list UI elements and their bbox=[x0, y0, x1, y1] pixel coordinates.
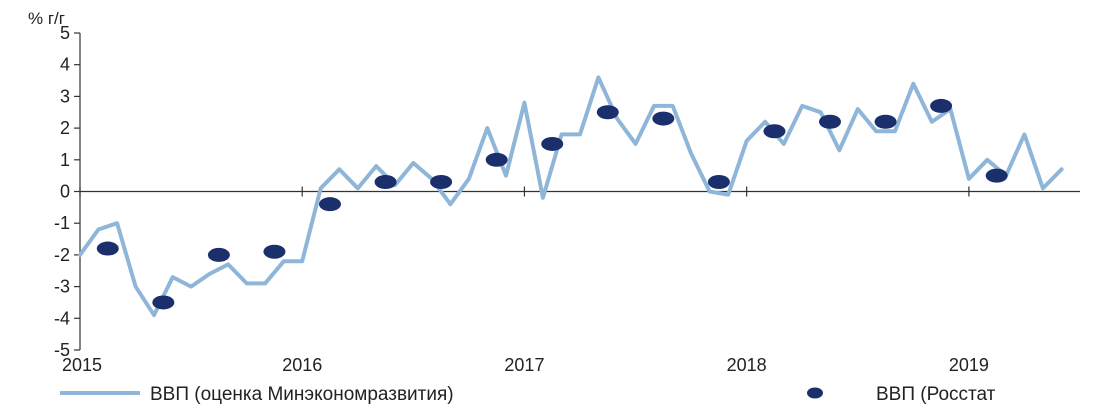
rosstat-point bbox=[374, 174, 397, 189]
rosstat-point bbox=[819, 114, 841, 129]
y-tick-label: -2 bbox=[54, 245, 70, 265]
y-tick-label: -3 bbox=[54, 277, 70, 297]
legend-dot-swatch bbox=[807, 387, 823, 399]
x-tick-label: 2016 bbox=[282, 355, 322, 375]
y-tick-label: 1 bbox=[60, 150, 70, 170]
rosstat-point bbox=[763, 124, 786, 139]
rosstat-point bbox=[207, 247, 230, 262]
rosstat-point bbox=[930, 98, 953, 113]
rosstat-point bbox=[152, 295, 175, 310]
rosstat-point bbox=[596, 105, 619, 120]
rosstat-point bbox=[319, 197, 341, 212]
legend-label-mert: ВВП (оценка Минэкономразвития) bbox=[150, 384, 454, 405]
rosstat-point bbox=[707, 174, 730, 189]
x-tick-label: 2018 bbox=[727, 355, 767, 375]
rosstat-point bbox=[985, 168, 1008, 183]
x-tick-label: 2015 bbox=[62, 355, 102, 375]
y-tick-label: -5 bbox=[54, 340, 70, 360]
x-ticks: 2015 2016 2017 2018 2019 bbox=[62, 186, 989, 375]
y-tick-label: -1 bbox=[54, 213, 70, 233]
x-tick-label: 2017 bbox=[504, 355, 544, 375]
y-tick-label: -4 bbox=[54, 308, 70, 328]
plot-area bbox=[78, 75, 1064, 318]
rosstat-point bbox=[485, 152, 508, 167]
y-axis-label: % г/г bbox=[28, 9, 65, 28]
y-tick-label: 5 bbox=[60, 23, 70, 43]
y-tick-label: 2 bbox=[60, 118, 70, 138]
y-tick-label: 3 bbox=[60, 86, 70, 106]
series-line-mert bbox=[78, 75, 1064, 318]
y-tick-label: 4 bbox=[60, 55, 70, 75]
x-tick-label: 2019 bbox=[949, 355, 989, 375]
axes bbox=[79, 33, 1080, 350]
legend: ВВП (оценка Минэкономразвития) ВВП (Росст… bbox=[60, 384, 996, 405]
rosstat-point bbox=[96, 241, 119, 256]
rosstat-point bbox=[874, 114, 897, 129]
rosstat-point bbox=[263, 244, 286, 259]
rosstat-point bbox=[652, 111, 675, 126]
rosstat-point bbox=[430, 174, 453, 189]
y-ticks: 5 4 3 2 1 0 -1 -2 -3 -4 -5 bbox=[54, 23, 80, 360]
y-tick-label: 0 bbox=[60, 182, 70, 202]
rosstat-point bbox=[541, 136, 564, 151]
legend-label-rosstat: ВВП (Росстат bbox=[876, 384, 996, 405]
